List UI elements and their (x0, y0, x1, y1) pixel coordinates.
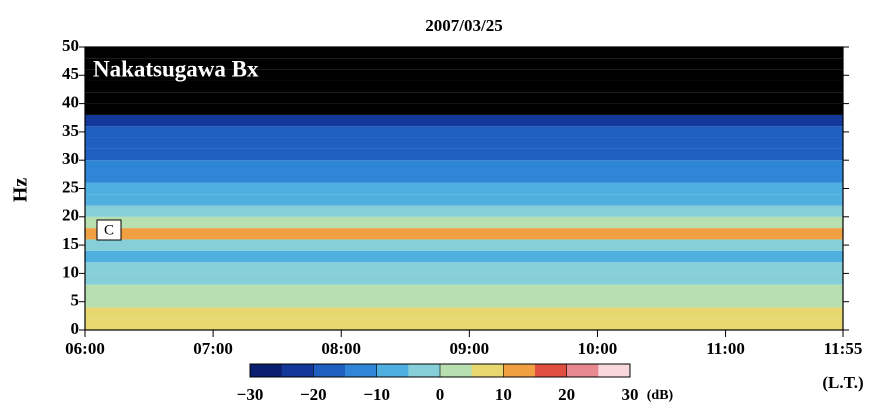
spectrum-band (85, 194, 843, 206)
spectrum-band (85, 103, 843, 115)
colorbar-step (345, 364, 378, 377)
y-tick-label: 10 (62, 262, 79, 281)
y-tick-label: 25 (62, 177, 79, 196)
colorbar-tick-label: −10 (363, 385, 390, 404)
y-tick-label: 0 (71, 319, 80, 338)
x-tick-label: 10:00 (578, 339, 618, 358)
spectrum-band (85, 114, 843, 127)
colorbar-label: (dB) (647, 388, 674, 403)
colorbar-step (408, 364, 441, 377)
y-tick-label: 50 (62, 36, 79, 55)
y-tick-label: 40 (62, 93, 79, 112)
station-label: Nakatsugawa Bx (93, 56, 259, 81)
y-tick-label: 15 (62, 234, 79, 253)
y-tick-label: 20 (62, 206, 79, 225)
y-tick-label: 30 (62, 149, 79, 168)
spectrum-band (85, 92, 843, 104)
colorbar-tick-label: 20 (558, 385, 575, 404)
x-axis-label: (L.T.) (822, 373, 863, 392)
colorbar-step (535, 364, 568, 377)
spectrum-band (85, 126, 843, 138)
c-label: C (104, 222, 114, 238)
x-tick-label: 08:00 (321, 339, 361, 358)
colorbar-step (313, 364, 346, 377)
spectrum-band (85, 228, 843, 240)
spectrum-band (85, 296, 843, 308)
spectrum-band (85, 205, 843, 217)
colorbar-step (503, 364, 536, 377)
x-tick-label: 11:55 (824, 339, 863, 358)
x-tick-label: 06:00 (65, 339, 105, 358)
spectrum-band (85, 239, 843, 251)
colorbar-step (566, 364, 599, 377)
colorbar-tick-label: 0 (436, 385, 445, 404)
spectrum-band (85, 273, 843, 285)
spectrum-band (85, 250, 843, 263)
spectrum-band (85, 47, 843, 59)
spectrum-band (85, 284, 843, 297)
c-box (96, 219, 122, 241)
y-axis-label: Hz (10, 178, 32, 203)
y-tick-label: 45 (62, 64, 79, 83)
colorbar-step (281, 364, 314, 377)
spectrum-band (85, 216, 843, 229)
colorbar-step (376, 364, 409, 377)
spectrum-band (85, 262, 843, 274)
spectrum-band (85, 160, 843, 172)
y-tick-label: 5 (71, 291, 80, 310)
spectrum-band (85, 148, 843, 161)
x-tick-label: 11:00 (706, 339, 745, 358)
colorbar-step (598, 364, 631, 377)
colorbar-tick-label: 10 (495, 385, 512, 404)
spectrum-band (85, 182, 843, 195)
spectrum-band (85, 69, 843, 81)
spectrum-band (85, 137, 843, 149)
spectrum-band (85, 171, 843, 183)
spectrum-band (85, 307, 843, 319)
y-tick-label: 35 (62, 121, 79, 140)
x-tick-label: 07:00 (193, 339, 233, 358)
colorbar-step (250, 364, 283, 377)
spectrum-band (85, 318, 843, 330)
colorbar-tick-label: −30 (237, 385, 264, 404)
colorbar-step (471, 364, 504, 377)
x-tick-label: 09:00 (449, 339, 489, 358)
colorbar-step (440, 364, 473, 377)
chart-title: 2007/03/25 (425, 16, 502, 35)
spectrum-band (85, 80, 843, 93)
colorbar-tick-label: 30 (622, 385, 639, 404)
spectrum-band (85, 58, 843, 70)
colorbar-tick-label: −20 (300, 385, 327, 404)
